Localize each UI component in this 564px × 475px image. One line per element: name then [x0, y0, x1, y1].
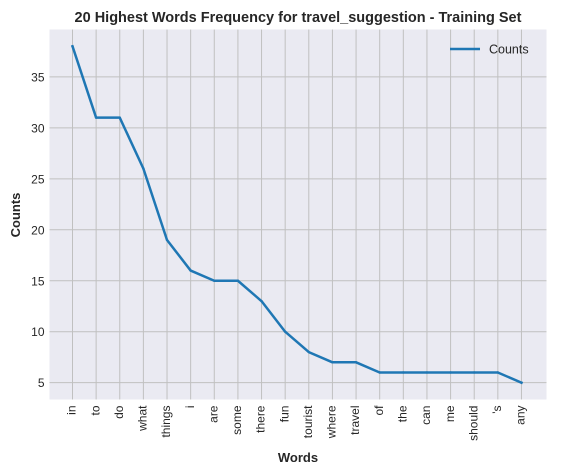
x-axis-ticks: in to do what things i are some there fun tourist w… — [65, 405, 528, 441]
x-tick-label: can — [419, 406, 433, 425]
data-point — [354, 361, 358, 364]
data-point — [331, 361, 334, 364]
series-line-counts — [70, 44, 524, 385]
x-tick-label: in — [65, 406, 79, 415]
legend-label-counts: Counts — [489, 43, 529, 57]
data-point — [94, 116, 98, 119]
x-tick-label: i — [183, 406, 197, 409]
data-point — [307, 350, 310, 354]
data-point — [378, 371, 381, 374]
y-tick-label: 30 — [31, 121, 45, 135]
x-tick-label: things — [159, 406, 173, 438]
x-tick-label: the — [395, 405, 409, 422]
plot-area-background — [49, 29, 547, 400]
y-tick-label: 20 — [31, 223, 45, 237]
legend: Counts — [450, 43, 529, 57]
grid-lines — [49, 29, 547, 400]
data-point — [189, 269, 192, 272]
x-tick-label: of — [372, 405, 386, 416]
x-tick-label: some — [230, 405, 244, 435]
data-point — [520, 381, 523, 384]
series-layer — [70, 44, 524, 385]
data-point — [425, 371, 429, 374]
data-point — [71, 45, 74, 48]
y-tick-label: 10 — [31, 325, 45, 339]
x-tick-label: there — [254, 405, 268, 433]
chart-title: 20 Highest Words Frequency for travel_su… — [75, 10, 522, 26]
y-axis-ticks: 5 10 15 20 25 30 35 — [31, 70, 45, 390]
x-tick-label: fun — [277, 406, 291, 423]
y-tick-label: 15 — [31, 274, 45, 288]
data-point — [236, 279, 240, 282]
x-tick-label: are — [206, 405, 220, 423]
y-axis-label: Counts — [8, 193, 23, 238]
x-tick-label: what — [136, 405, 150, 432]
data-point — [283, 330, 287, 333]
data-point — [473, 371, 476, 374]
x-tick-label: should — [466, 406, 480, 441]
x-axis-label: Words — [278, 450, 318, 465]
data-point — [496, 371, 500, 374]
data-point — [142, 167, 145, 170]
data-point — [165, 238, 169, 242]
data-point — [118, 116, 121, 119]
x-tick-label: any — [514, 406, 528, 425]
x-tick-label: do — [112, 405, 126, 419]
data-point — [402, 371, 405, 374]
x-tick-label: to — [88, 405, 102, 415]
y-tick-label: 5 — [38, 376, 45, 390]
data-point — [213, 279, 216, 282]
y-tick-label: 25 — [31, 172, 45, 186]
x-tick-label: tourist — [301, 405, 315, 438]
x-tick-label: where — [325, 405, 339, 439]
data-point — [449, 371, 452, 374]
x-tick-label: 's — [490, 406, 504, 414]
x-tick-label: me — [443, 405, 457, 422]
data-point — [260, 299, 263, 303]
y-tick-label: 35 — [31, 70, 45, 84]
x-tick-label: travel — [348, 406, 362, 435]
